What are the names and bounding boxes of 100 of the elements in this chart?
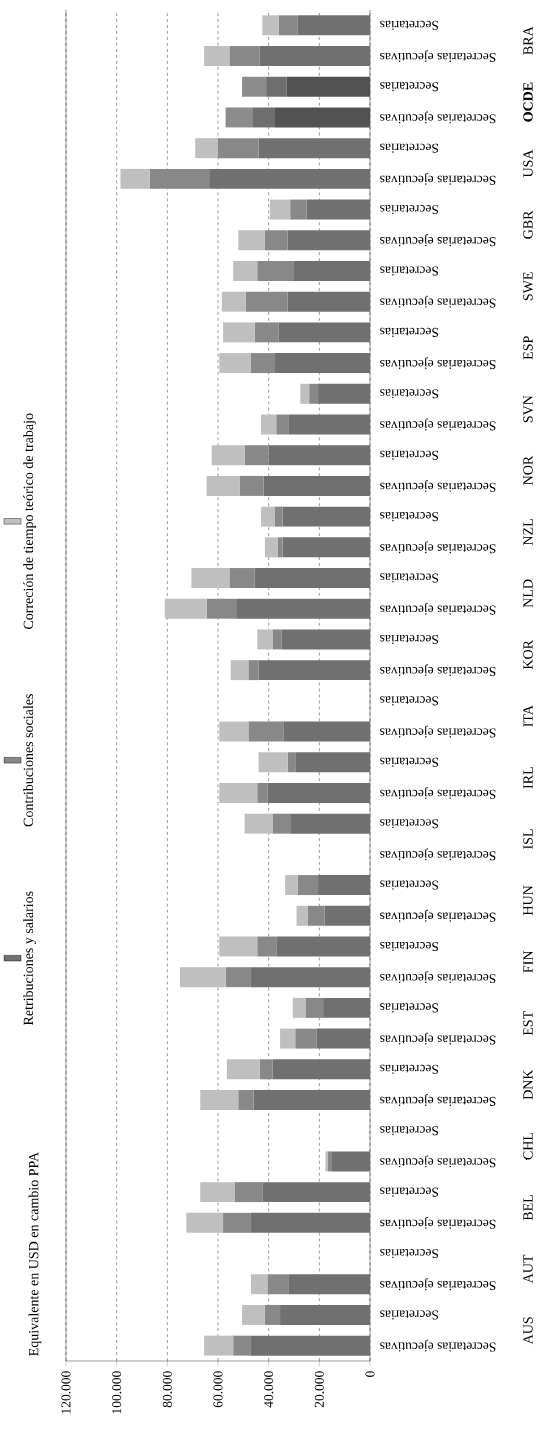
y-tick-label: Secretarias: [380, 1064, 439, 1074]
bar: [254, 322, 279, 343]
text: ITA: [523, 705, 533, 727]
y-tick-label: Secretarias: [380, 1249, 439, 1259]
text: CHL: [523, 1132, 533, 1160]
text: KOR: [523, 640, 533, 670]
y-tick-label: Secretarias: [380, 143, 439, 153]
bar: [281, 629, 370, 650]
bar: [120, 168, 150, 189]
bar: [262, 15, 279, 36]
bar: [275, 107, 370, 128]
bar: [250, 353, 275, 374]
bar: [218, 138, 259, 159]
bar: [238, 230, 265, 251]
bar: [229, 568, 255, 588]
text: ISL: [523, 829, 533, 850]
y-tick-label: Secretarias ejecutivas: [380, 50, 496, 62]
bar: [297, 875, 319, 896]
bar: [295, 1028, 317, 1049]
text: USA: [523, 149, 533, 178]
bar: [225, 107, 253, 128]
bar: [234, 1182, 263, 1203]
y-tick-label: Secretarias: [380, 20, 439, 30]
bar: [278, 15, 298, 36]
bar: [325, 1151, 328, 1172]
x-tick-label: 80.000: [162, 1371, 172, 1408]
bar: [259, 1059, 273, 1080]
bar: [223, 322, 255, 343]
y-tick-label: Secretarias: [380, 1310, 439, 1320]
text: IRL: [523, 767, 533, 789]
y-tick-label: Secretarias: [380, 1126, 439, 1136]
y-tick-label: Secretarias: [380, 450, 439, 460]
y-tick-label: Secretarias: [380, 757, 439, 767]
bar: [290, 199, 307, 220]
bar: [229, 46, 260, 67]
legend-label: Retribuciones y salarios: [23, 891, 36, 1026]
y-tick-label: Secretarias: [380, 1003, 439, 1013]
bar: [285, 875, 298, 896]
y-tick-label: Secretarias: [380, 880, 439, 890]
bar: [233, 1335, 251, 1356]
bar: [306, 199, 370, 220]
bar: [257, 261, 294, 281]
bar: [297, 15, 370, 36]
bar: [296, 905, 308, 926]
text: BRA: [523, 26, 533, 55]
y-tick-label: Secretarias ejecutivas: [380, 295, 496, 308]
bar: [195, 138, 218, 159]
bar: [286, 76, 370, 97]
y-tick-label: Secretarias ejecutivas: [380, 234, 496, 247]
bar: [277, 537, 283, 558]
bar: [242, 76, 267, 97]
bar: [233, 261, 258, 281]
y-tick-label: Secretarias: [380, 696, 439, 706]
y-tick-label: Secretarias ejecutivas: [380, 111, 496, 124]
bar: [288, 1274, 370, 1295]
text: DNK: [523, 1069, 533, 1100]
text: SWE: [523, 272, 533, 301]
bar: [267, 782, 370, 803]
y-tick-label: Secretarias ejecutivas: [380, 1155, 496, 1168]
bar: [332, 1151, 370, 1172]
y-tick-label: Secretarias ejecutivas: [380, 541, 496, 554]
y-tick-label: Secretarias ejecutivas: [380, 1339, 496, 1352]
bar: [200, 1182, 235, 1203]
bar: [287, 230, 370, 251]
y-tick-label: Secretarias: [380, 819, 439, 829]
bar: [244, 813, 273, 834]
bar: [259, 46, 370, 67]
y-tick-label: Secretarias: [380, 266, 439, 276]
bar: [294, 261, 370, 281]
y-tick-label: Secretarias ejecutivas: [380, 909, 496, 922]
bar: [261, 506, 275, 527]
bar: [300, 383, 310, 404]
bar: [258, 660, 370, 681]
legend-label: Contribuciones sociales: [23, 694, 34, 827]
y-tick-label: Secretarias ejecutivas: [380, 725, 496, 738]
bar: [250, 1335, 370, 1356]
text: FIN: [523, 950, 533, 973]
bar: [280, 1304, 370, 1325]
bar: [268, 445, 370, 466]
bar: [242, 1304, 265, 1325]
bar: [275, 353, 370, 374]
x-tick-label: 100.000: [112, 1371, 122, 1414]
y-tick-label: Secretarias: [380, 205, 439, 215]
bar: [276, 414, 289, 435]
bar: [258, 752, 288, 773]
y-tick-label: Secretarias ejecutivas: [380, 418, 496, 431]
y-tick-label: Secretarias: [380, 1187, 439, 1197]
bar: [221, 291, 246, 312]
bar: [238, 1090, 254, 1110]
bar: [269, 199, 291, 220]
bar: [264, 230, 288, 251]
bar: [204, 46, 230, 67]
bar: [204, 1335, 234, 1356]
bar: [248, 660, 259, 681]
bar: [324, 905, 370, 926]
text: ESP: [523, 336, 533, 360]
bar: [267, 1274, 289, 1295]
bar: [200, 1090, 239, 1110]
bar: [280, 1028, 296, 1049]
text: NZL: [523, 519, 533, 546]
